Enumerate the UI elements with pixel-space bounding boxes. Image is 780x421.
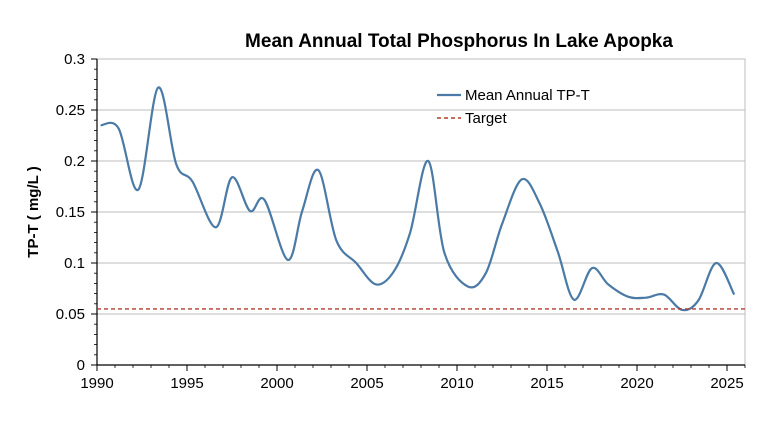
legend-label-mean-annual-tp-t: Mean Annual TP-T <box>465 87 590 104</box>
x-tick-label: 2025 <box>710 375 743 392</box>
x-tick-label: 2005 <box>350 375 383 392</box>
y-tick-label: 0.25 <box>56 102 85 119</box>
y-axis-label: TP-T ( mg/L ) <box>25 166 42 257</box>
y-tick-label: 0 <box>77 357 85 374</box>
legend: Mean Annual TP-T Target <box>437 87 590 127</box>
y-tick-label: 0.1 <box>64 255 85 272</box>
y-tick-label: 0.2 <box>64 153 85 170</box>
x-tick-label: 2000 <box>260 375 293 392</box>
y-tick-label: 0.05 <box>56 306 85 323</box>
y-tick-label: 0.3 <box>64 51 85 68</box>
y-tick-label: 0.15 <box>56 204 85 221</box>
x-tick-label: 1990 <box>80 375 113 392</box>
x-tick-label: 2020 <box>620 375 653 392</box>
x-tick-label: 2010 <box>440 375 473 392</box>
chart-title: Mean Annual Total Phosphorus In Lake Apo… <box>245 31 673 52</box>
legend-label-target: Target <box>465 110 508 127</box>
series-layer <box>97 86 745 312</box>
series-line-mean-annual-tp-t <box>100 86 736 312</box>
x-tick-label: 2015 <box>530 375 563 392</box>
ticks: 0 0.05 0.1 0.15 0.2 0.25 0.3 1990 1995 2000 2005 20… <box>56 51 746 392</box>
x-tick-label: 1995 <box>170 375 203 392</box>
